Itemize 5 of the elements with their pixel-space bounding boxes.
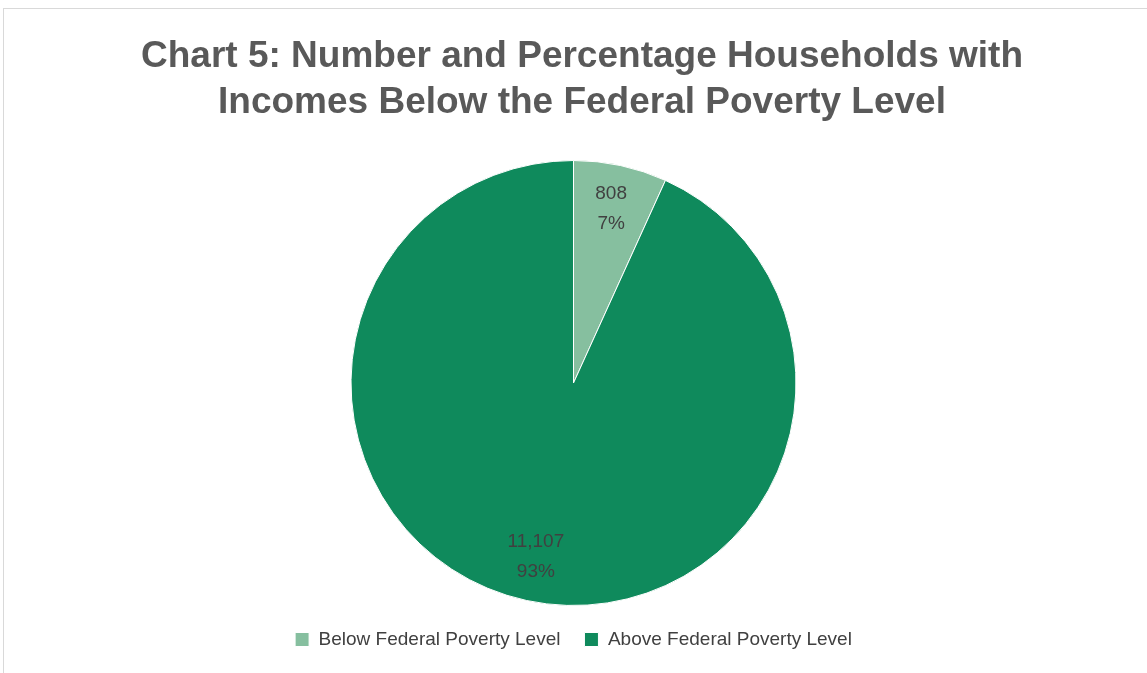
chart-title: Chart 5: Number and Percentage Households with Incomes Below the Federal Poverty Level	[140, 33, 1024, 123]
data-label: 808 7%	[595, 182, 627, 234]
data-label: 11,107 93%	[507, 530, 565, 582]
legend-label: Below Federal Poverty Level	[318, 627, 561, 649]
legend-label: Above Federal Poverty Level	[607, 627, 852, 649]
